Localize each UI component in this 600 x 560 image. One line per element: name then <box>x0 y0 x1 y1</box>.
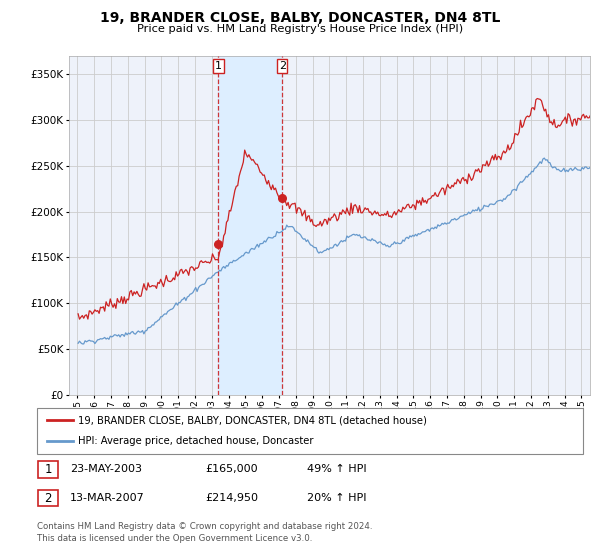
FancyBboxPatch shape <box>38 461 58 478</box>
FancyBboxPatch shape <box>38 490 58 506</box>
Text: 1: 1 <box>215 61 222 71</box>
Text: 1: 1 <box>44 463 52 476</box>
Text: 19, BRANDER CLOSE, BALBY, DONCASTER, DN4 8TL: 19, BRANDER CLOSE, BALBY, DONCASTER, DN4… <box>100 11 500 25</box>
FancyBboxPatch shape <box>37 408 583 454</box>
Text: 49% ↑ HPI: 49% ↑ HPI <box>307 464 367 474</box>
Text: Price paid vs. HM Land Registry's House Price Index (HPI): Price paid vs. HM Land Registry's House … <box>137 24 463 34</box>
Point <box>277 194 287 203</box>
Text: £165,000: £165,000 <box>205 464 258 474</box>
Point <box>214 239 223 248</box>
Text: 23-MAY-2003: 23-MAY-2003 <box>70 464 142 474</box>
Text: 20% ↑ HPI: 20% ↑ HPI <box>307 493 367 503</box>
Text: 19, BRANDER CLOSE, BALBY, DONCASTER, DN4 8TL (detached house): 19, BRANDER CLOSE, BALBY, DONCASTER, DN4… <box>78 415 427 425</box>
Text: Contains HM Land Registry data © Crown copyright and database right 2024.
This d: Contains HM Land Registry data © Crown c… <box>37 522 373 543</box>
Text: HPI: Average price, detached house, Doncaster: HPI: Average price, detached house, Donc… <box>78 436 314 446</box>
Bar <box>218 56 282 395</box>
Text: £214,950: £214,950 <box>205 493 258 503</box>
Text: 2: 2 <box>44 492 52 505</box>
Text: 13-MAR-2007: 13-MAR-2007 <box>70 493 145 503</box>
Text: 2: 2 <box>278 61 286 71</box>
